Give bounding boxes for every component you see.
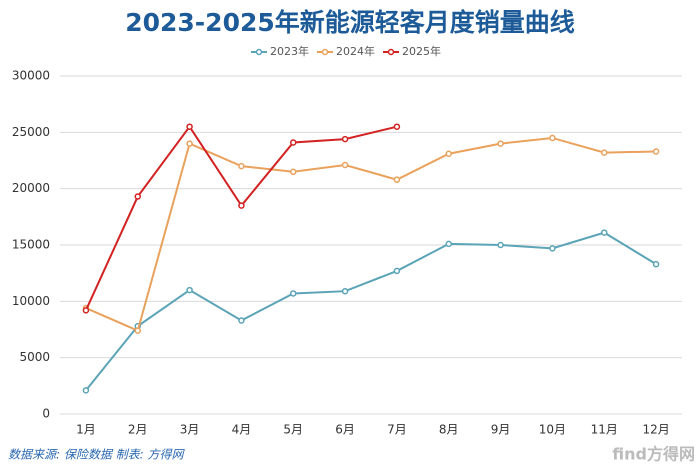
point: [290, 290, 297, 297]
x-tick-label: 1月: [76, 423, 96, 437]
point: [549, 134, 556, 142]
point: [238, 317, 245, 324]
source-note: 数据来源: 保险数据 制表: 方得网: [8, 448, 186, 462]
point: [652, 148, 660, 155]
legend-dot: [255, 48, 263, 56]
x-tick-label: 9月: [491, 423, 511, 437]
x-tick-label: 2月: [128, 423, 148, 437]
point: [290, 168, 297, 176]
x-tick-label: 6月: [335, 423, 355, 437]
point: [549, 245, 556, 252]
point: [497, 140, 504, 147]
y-tick-label: 0: [42, 407, 50, 421]
point: [238, 202, 245, 209]
point: [186, 140, 193, 147]
chart-title: 2023-2025年新能源轻客月度销量曲线: [125, 8, 575, 37]
y-tick-label: 25000: [12, 125, 50, 139]
legend-dot: [321, 48, 329, 56]
y-tick-label: 20000: [12, 181, 50, 195]
legend-label: 2024年: [336, 44, 375, 58]
point: [290, 139, 297, 146]
point: [393, 123, 401, 130]
point: [82, 307, 90, 314]
point: [497, 241, 504, 249]
point: [82, 387, 90, 394]
x-tick-label: 10月: [539, 423, 566, 437]
point: [341, 135, 349, 143]
point: [601, 149, 608, 156]
point: [134, 327, 141, 334]
x-tick-label: 4月: [232, 423, 252, 437]
y-tick-label: 5000: [19, 350, 50, 364]
point: [341, 287, 349, 295]
point: [445, 150, 452, 157]
y-tick-label: 15000: [12, 238, 50, 252]
point: [652, 260, 660, 268]
x-tick-label: 12月: [642, 423, 669, 437]
series-line: [85, 136, 657, 333]
legend-dot: [387, 48, 395, 56]
point: [238, 162, 245, 170]
point: [393, 176, 401, 183]
point: [393, 267, 401, 275]
x-tick-label: 8月: [439, 423, 459, 437]
x-tick-label: 5月: [283, 423, 303, 437]
point: [601, 229, 608, 236]
point: [186, 286, 193, 294]
watermark: find方得网: [612, 445, 695, 464]
x-tick-label: 11月: [591, 423, 618, 437]
y-tick-label: 30000: [12, 69, 50, 83]
series-line: [85, 124, 398, 311]
y-tick-label: 10000: [12, 294, 50, 308]
legend-label: 2023年: [270, 44, 309, 58]
point: [186, 123, 193, 130]
point: [445, 240, 452, 248]
series-line: [85, 231, 657, 391]
point: [134, 193, 141, 200]
legend-label: 2025年: [402, 44, 441, 58]
x-tick-label: 3月: [180, 423, 200, 437]
x-tick-label: 7月: [387, 423, 407, 437]
point: [341, 161, 349, 169]
